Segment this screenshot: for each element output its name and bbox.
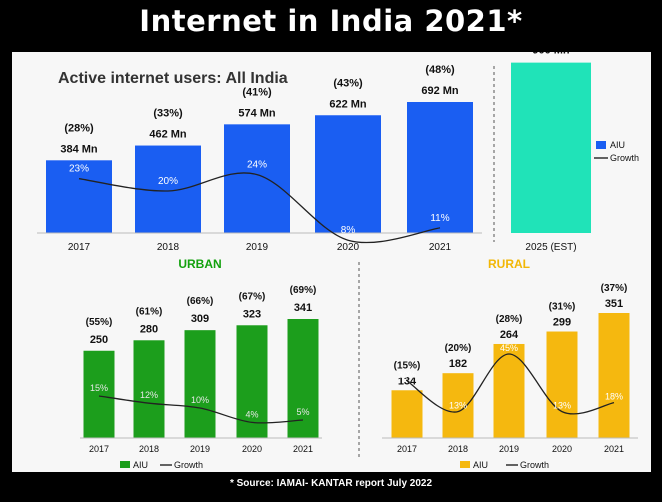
legend-label-aiu-rural: AIU — [473, 460, 488, 470]
bar-rural-2018 — [442, 373, 474, 438]
x-tick-urban-2018: 2018 — [139, 444, 159, 454]
growth-label-all-india-2020: 8% — [341, 225, 356, 236]
page-title: Internet in India 2021* — [139, 4, 523, 38]
value-label-all-india-2021: 692 Mn — [421, 85, 459, 97]
value-label-all-india-2020: 622 Mn — [329, 98, 367, 110]
x-tick-urban-2020: 2020 — [242, 444, 262, 454]
pct-label-urban-2020: (67%) — [239, 291, 266, 302]
bar-rural-2017 — [391, 390, 423, 438]
growth-line-all-india — [78, 172, 441, 244]
chart-panel: Active internet users: All India 384 Mn (2… — [12, 45, 651, 472]
legend-label-aiu-all-india: AIU — [610, 140, 625, 150]
legend-swatch-aiu-urban — [120, 461, 130, 468]
chart-title-urban: URBAN — [178, 257, 221, 271]
x-tick-all-india-2018: 2018 — [157, 242, 180, 253]
bar-all-india-2019 — [224, 124, 290, 233]
legend-label-aiu-urban: AIU — [133, 460, 148, 470]
pct-label-all-india-2019: (41%) — [242, 86, 272, 98]
x-tick-all-india-projection: 2025 (EST) — [525, 242, 576, 253]
value-label-all-india-projection: 900 Mn — [532, 52, 570, 57]
value-label-urban-2017: 250 — [90, 334, 108, 346]
x-tick-all-india-2017: 2017 — [68, 242, 91, 253]
growth-label-urban-2018: 12% — [140, 390, 158, 400]
value-label-rural-2018: 182 — [449, 358, 467, 370]
legend-swatch-aiu-rural — [460, 461, 470, 468]
x-tick-urban-2019: 2019 — [190, 444, 210, 454]
bar-urban-2019 — [184, 330, 216, 438]
growth-label-rural-2019: 45% — [500, 343, 518, 353]
growth-line-rural — [406, 353, 615, 415]
growth-label-urban-2021: 5% — [296, 407, 309, 417]
value-label-urban-2018: 280 — [140, 323, 158, 335]
pct-label-rural-2021: (37%) — [601, 283, 628, 294]
legend-label-growth-all-india: Growth — [610, 153, 639, 163]
growth-label-rural-2018: 13% — [449, 401, 467, 411]
growth-label-all-india-2019: 24% — [247, 160, 267, 171]
growth-line-urban — [98, 395, 304, 424]
bar-urban-2017 — [83, 350, 115, 438]
x-tick-rural-2017: 2017 — [397, 444, 417, 454]
pct-label-all-india-2018: (33%) — [153, 108, 183, 120]
bar-urban-2020 — [236, 325, 268, 438]
pct-label-urban-2017: (55%) — [86, 317, 113, 328]
pct-label-rural-2020: (31%) — [549, 302, 576, 313]
legend-label-growth-urban: Growth — [174, 460, 203, 470]
value-label-all-india-2017: 384 Mn — [60, 143, 98, 155]
chart-title-rural: RURAL — [488, 257, 530, 271]
bar-rural-2020 — [546, 331, 578, 438]
pct-label-rural-2019: (28%) — [496, 314, 523, 325]
value-label-urban-2019: 309 — [191, 313, 209, 325]
x-tick-rural-2018: 2018 — [448, 444, 468, 454]
bar-all-india-2021 — [407, 102, 473, 233]
charts-svg: Active internet users: All India 384 Mn (2… — [37, 45, 639, 470]
x-tick-all-india-2019: 2019 — [246, 242, 269, 253]
value-label-rural-2020: 299 — [553, 317, 571, 329]
growth-label-urban-2017: 15% — [90, 383, 108, 393]
x-tick-rural-2020: 2020 — [552, 444, 572, 454]
bar-urban-2021 — [287, 319, 319, 438]
bar-all-india-2017 — [46, 160, 112, 233]
pct-label-all-india-2021: (48%) — [425, 64, 455, 76]
growth-label-all-india-2021: 11% — [430, 213, 449, 224]
growth-label-urban-2019: 10% — [191, 395, 209, 405]
growth-label-all-india-2018: 20% — [158, 176, 178, 187]
value-label-rural-2019: 264 — [500, 329, 519, 341]
pct-label-all-india-2017: (28%) — [64, 122, 94, 134]
bar-rural-2021 — [598, 313, 630, 438]
value-label-urban-2020: 323 — [243, 308, 261, 320]
chart-title-all-india: Active internet users: All India — [58, 70, 288, 87]
pct-label-urban-2019: (66%) — [187, 296, 214, 307]
growth-label-rural-2017: 30% — [398, 370, 416, 380]
value-label-all-india-2019: 574 Mn — [238, 107, 276, 119]
bar-all-india-projection — [511, 62, 591, 234]
growth-label-rural-2020: 13% — [553, 401, 571, 411]
x-tick-rural-2019: 2019 — [499, 444, 519, 454]
legend-swatch-aiu-all-india — [596, 141, 606, 149]
pct-label-urban-2021: (69%) — [290, 285, 317, 296]
x-tick-all-india-2021: 2021 — [429, 242, 452, 253]
growth-label-urban-2020: 4% — [245, 409, 258, 419]
legend-label-growth-rural: Growth — [520, 460, 549, 470]
pct-label-rural-2018: (20%) — [445, 343, 472, 354]
growth-label-rural-2021: 18% — [605, 392, 623, 402]
value-label-urban-2021: 341 — [294, 302, 312, 314]
pct-label-urban-2018: (61%) — [136, 306, 163, 317]
pct-label-all-india-2020: (43%) — [333, 77, 363, 89]
growth-label-all-india-2017: 23% — [69, 164, 89, 175]
value-label-all-india-2018: 462 Mn — [149, 129, 187, 141]
x-tick-urban-2021: 2021 — [293, 444, 313, 454]
bar-all-india-2020 — [315, 115, 381, 233]
bar-rural-2019 — [493, 343, 525, 438]
value-label-rural-2021: 351 — [605, 298, 623, 310]
pct-label-rural-2017: (15%) — [394, 360, 421, 371]
x-tick-rural-2021: 2021 — [604, 444, 624, 454]
x-tick-urban-2017: 2017 — [89, 444, 109, 454]
x-tick-all-india-2020: 2020 — [337, 242, 360, 253]
source-note: * Source: IAMAI- KANTAR report July 2022 — [229, 478, 433, 489]
bar-urban-2018 — [133, 340, 165, 438]
